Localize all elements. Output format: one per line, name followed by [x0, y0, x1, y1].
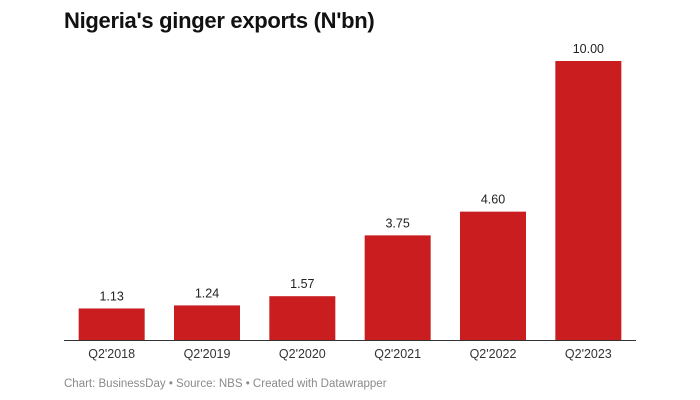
data-label: 1.24 [195, 286, 219, 300]
bar [174, 305, 240, 340]
chart-title: Nigeria's ginger exports (N'bn) [64, 8, 375, 33]
data-label: 10.00 [573, 42, 604, 56]
data-label: 3.75 [385, 216, 409, 230]
data-label: 1.13 [99, 289, 123, 303]
bar [269, 296, 336, 340]
x-tick-label: Q2'2023 [565, 347, 612, 361]
x-tick-label: Q2'2019 [184, 347, 231, 361]
x-tick-label: Q2'2022 [470, 347, 517, 361]
chart-footer: Chart: BusinessDay • Source: NBS • Creat… [64, 378, 387, 390]
x-tick-label: Q2'2021 [374, 347, 421, 361]
bar [364, 235, 431, 340]
data-label: 4.60 [481, 193, 505, 207]
bar [555, 61, 622, 340]
x-tick-label: Q2'2018 [88, 347, 135, 361]
data-label: 1.57 [290, 277, 314, 291]
x-tick-label: Q2'2020 [279, 347, 326, 361]
bar [460, 211, 526, 340]
bar [78, 308, 145, 340]
